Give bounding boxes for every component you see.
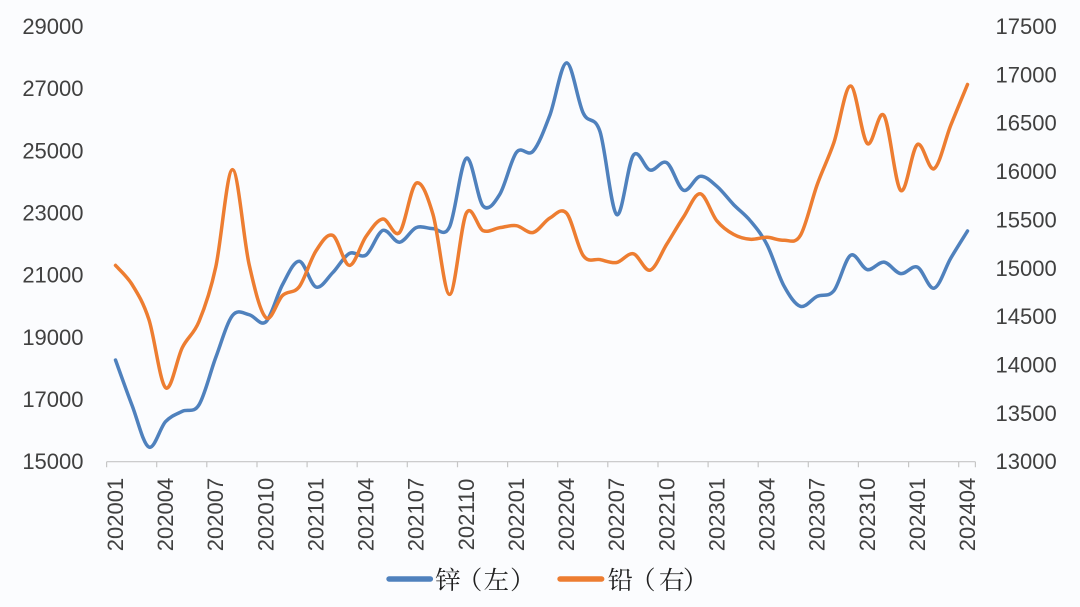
svg-text:17000: 17000 — [996, 62, 1057, 87]
svg-text:14500: 14500 — [996, 304, 1057, 329]
svg-text:16000: 16000 — [996, 159, 1057, 184]
svg-text:25000: 25000 — [22, 138, 83, 163]
svg-text:202010: 202010 — [253, 478, 278, 551]
svg-text:202307: 202307 — [805, 478, 830, 551]
svg-text:13000: 13000 — [996, 449, 1057, 474]
svg-text:23000: 23000 — [22, 201, 83, 226]
svg-text:202301: 202301 — [704, 478, 729, 551]
svg-text:21000: 21000 — [22, 263, 83, 288]
svg-text:19000: 19000 — [22, 325, 83, 350]
svg-text:202310: 202310 — [855, 478, 880, 551]
svg-text:14000: 14000 — [996, 353, 1057, 378]
svg-text:202401: 202401 — [905, 478, 930, 551]
svg-text:27000: 27000 — [22, 76, 83, 101]
svg-text:202001: 202001 — [103, 478, 128, 551]
svg-text:202201: 202201 — [504, 478, 529, 551]
svg-text:15000: 15000 — [22, 449, 83, 474]
svg-text:16500: 16500 — [996, 111, 1057, 136]
svg-text:202304: 202304 — [755, 478, 780, 551]
svg-text:202207: 202207 — [604, 478, 629, 551]
svg-text:202104: 202104 — [354, 478, 379, 551]
svg-text:29000: 29000 — [22, 14, 83, 39]
svg-text:202107: 202107 — [404, 478, 429, 551]
svg-text:17000: 17000 — [22, 387, 83, 412]
svg-text:15500: 15500 — [996, 207, 1057, 232]
svg-text:202210: 202210 — [654, 478, 679, 551]
svg-text:202004: 202004 — [153, 478, 178, 551]
svg-text:17500: 17500 — [996, 14, 1057, 39]
svg-text:202204: 202204 — [554, 478, 579, 551]
svg-text:15000: 15000 — [996, 256, 1057, 281]
svg-text:202110: 202110 — [454, 479, 479, 551]
svg-text:202101: 202101 — [304, 478, 329, 551]
svg-text:202007: 202007 — [203, 478, 228, 551]
svg-text:202404: 202404 — [955, 478, 980, 551]
svg-text:13500: 13500 — [996, 401, 1057, 426]
